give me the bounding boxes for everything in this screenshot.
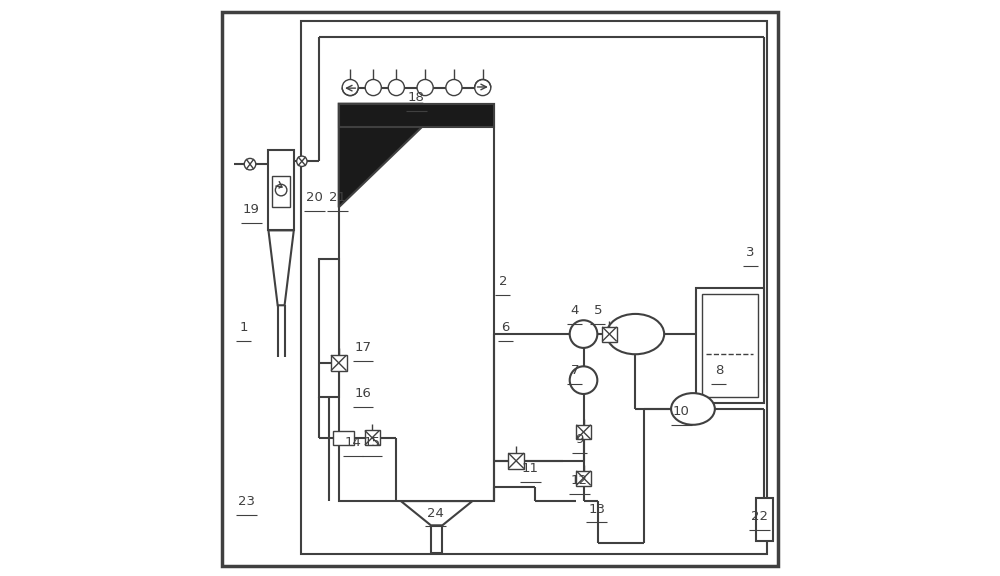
Bar xyxy=(696,288,764,403)
Bar xyxy=(576,425,591,439)
Text: 23: 23 xyxy=(238,495,255,508)
Circle shape xyxy=(388,79,404,96)
Text: 4: 4 xyxy=(571,304,579,317)
Polygon shape xyxy=(401,501,472,525)
Circle shape xyxy=(244,158,256,170)
Ellipse shape xyxy=(671,393,715,425)
Bar xyxy=(319,259,339,397)
Text: 6: 6 xyxy=(502,321,510,334)
Text: 19: 19 xyxy=(243,203,260,216)
Text: 21: 21 xyxy=(329,191,346,204)
Circle shape xyxy=(570,320,597,348)
Bar xyxy=(576,471,591,486)
Circle shape xyxy=(446,79,462,96)
Polygon shape xyxy=(339,104,422,207)
Circle shape xyxy=(342,79,358,96)
Bar xyxy=(756,498,773,541)
Text: 20: 20 xyxy=(306,191,323,204)
Text: 16: 16 xyxy=(354,387,371,400)
Text: 9: 9 xyxy=(575,433,584,446)
Text: 24: 24 xyxy=(427,506,444,520)
Text: 3: 3 xyxy=(746,246,755,259)
Circle shape xyxy=(475,79,491,96)
Polygon shape xyxy=(268,230,294,305)
Text: 17: 17 xyxy=(354,341,371,354)
Text: 15: 15 xyxy=(364,436,381,449)
Bar xyxy=(339,104,494,127)
Bar xyxy=(301,21,767,554)
Text: 8: 8 xyxy=(715,364,723,377)
Circle shape xyxy=(275,184,287,196)
Bar xyxy=(331,355,347,371)
Polygon shape xyxy=(339,104,494,501)
Text: 12: 12 xyxy=(571,473,588,487)
Bar xyxy=(365,430,380,445)
Text: 1: 1 xyxy=(239,321,248,334)
Text: 10: 10 xyxy=(673,404,690,418)
Bar xyxy=(602,327,617,342)
Bar xyxy=(268,150,294,230)
Ellipse shape xyxy=(607,314,664,354)
Text: 5: 5 xyxy=(594,304,602,317)
Text: 7: 7 xyxy=(571,364,579,377)
Text: 22: 22 xyxy=(751,510,768,523)
Circle shape xyxy=(365,79,381,96)
Bar xyxy=(508,453,524,469)
Circle shape xyxy=(417,79,433,96)
Bar xyxy=(339,104,494,501)
Text: 11: 11 xyxy=(522,462,539,475)
Text: 2: 2 xyxy=(499,275,507,288)
Text: 13: 13 xyxy=(588,502,605,516)
Text: 14: 14 xyxy=(345,436,362,449)
Circle shape xyxy=(570,366,597,394)
Bar xyxy=(702,294,758,397)
Text: 18: 18 xyxy=(408,90,425,104)
Circle shape xyxy=(297,156,307,166)
Bar xyxy=(333,431,354,445)
Bar xyxy=(272,176,290,207)
